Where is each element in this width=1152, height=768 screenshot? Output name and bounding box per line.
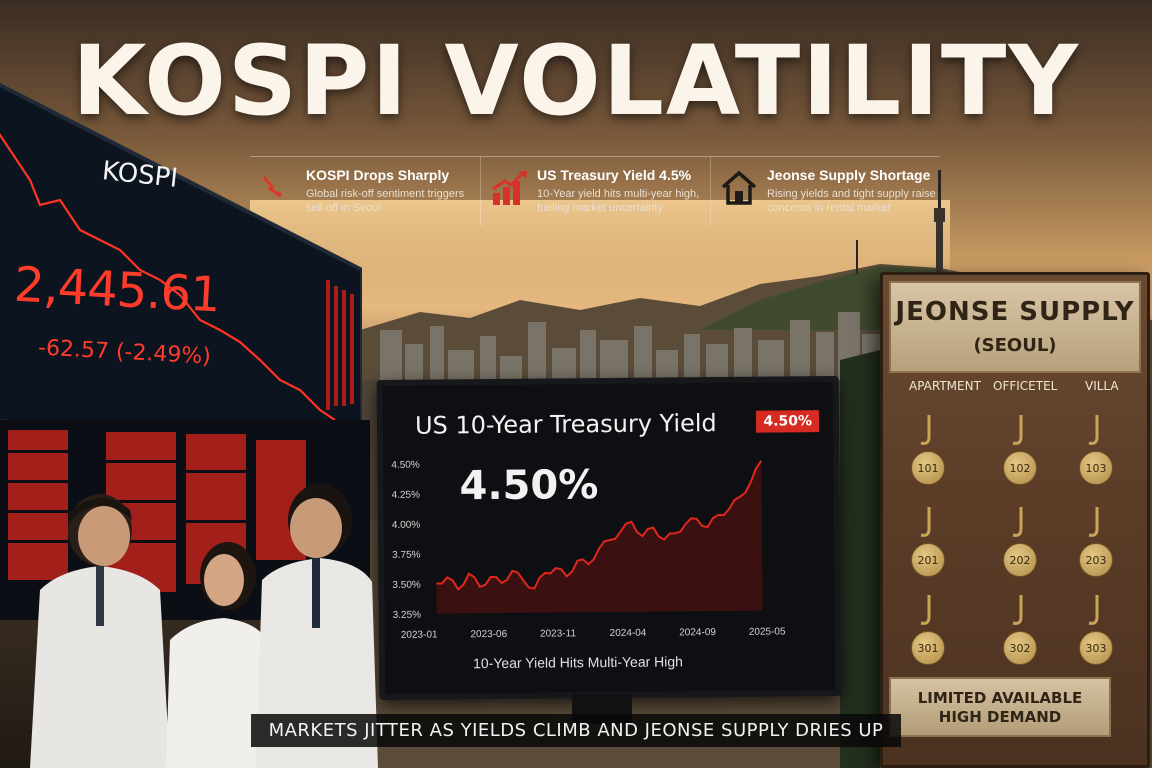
info-jeonse: Jeonse Supply Shortage Rising yields and… — [710, 157, 940, 226]
y-tick-label: 3.75% — [392, 550, 421, 561]
kospi-screen — [0, 82, 362, 455]
key-tag-number: 101 — [911, 451, 945, 485]
jeonse-board: JEONSE SUPPLY (SEOUL) APARTMENT OFFICETE… — [880, 272, 1150, 768]
key-tag-number: 302 — [1003, 631, 1037, 665]
info-kospi-drop: KOSPI Drops Sharply Global risk-off sent… — [250, 157, 480, 226]
hook-icon — [920, 595, 931, 625]
bar-chart-up-icon — [492, 171, 527, 205]
hook-icon — [1088, 507, 1099, 537]
tagline-bar: MARKETS JITTER AS YIELDS CLIMB AND JEONS… — [0, 714, 1152, 750]
x-tick-label: 2023-11 — [540, 628, 576, 639]
kospi-trend-line — [0, 133, 336, 421]
key-tag: 302 — [999, 591, 1043, 671]
info-row: KOSPI Drops Sharply Global risk-off sent… — [250, 156, 940, 226]
y-tick-label: 3.50% — [392, 580, 421, 591]
info-desc: 10-Year yield hits multi-year high, fuel… — [537, 188, 700, 214]
column-apartment: APARTMENT — [909, 379, 981, 393]
info-title: US Treasury Yield 4.5% — [537, 167, 692, 183]
trend-down-icon — [262, 176, 282, 197]
key-tag: 301 — [907, 591, 951, 671]
x-tick-label: 2025-05 — [749, 626, 786, 637]
key-tag: 102 — [999, 411, 1043, 491]
key-tag-number: 201 — [911, 543, 945, 577]
treasury-monitor: 4.50% 4.25% 4.00% 3.75% 3.50% 3.25% 2023-01 202… — [376, 375, 842, 701]
headline: KOSPI VOLATILITY — [72, 25, 1080, 137]
info-title: KOSPI Drops Sharply — [306, 167, 450, 183]
info-desc: Rising yields and tight supply raise con… — [767, 188, 936, 214]
x-tick-label: 2023-06 — [470, 629, 507, 640]
column-officetel: OFFICETEL — [993, 379, 1058, 393]
y-tick-label: 4.50% — [391, 460, 420, 471]
info-desc: Global risk-off sentiment triggers sell-… — [306, 188, 465, 214]
yield-area — [436, 460, 763, 614]
hook-icon — [920, 415, 931, 445]
key-tag-number: 202 — [1003, 543, 1037, 577]
hook-icon — [1012, 507, 1023, 537]
hook-icon — [1012, 595, 1023, 625]
hook-icon — [1088, 415, 1099, 445]
column-villa: VILLA — [1085, 379, 1119, 393]
info-title: Jeonse Supply Shortage — [767, 167, 931, 183]
key-tag-number: 102 — [1003, 451, 1037, 485]
treasury-title: US 10-Year Treasury Yield — [414, 409, 717, 440]
treasury-caption: 10-Year Yield Hits Multi-Year High — [473, 653, 684, 672]
board-subtitle: (SEOUL) — [973, 335, 1057, 356]
key-tag: 103 — [1075, 411, 1119, 491]
footer-line-1: LIMITED AVAILABLE — [917, 689, 1083, 707]
board-header: JEONSE SUPPLY (SEOUL) — [889, 281, 1141, 373]
key-tag: 202 — [999, 503, 1043, 583]
key-tag-number: 103 — [1079, 451, 1113, 485]
key-tag: 303 — [1075, 591, 1119, 671]
x-tick-label: 2024-04 — [610, 628, 647, 639]
key-tag-number: 301 — [911, 631, 945, 665]
footer-line-2: HIGH DEMAND — [938, 708, 1062, 726]
trader-left — [30, 494, 170, 768]
key-tag-number: 303 — [1079, 631, 1113, 665]
hook-icon — [1012, 415, 1023, 445]
yield-chart: 4.50% 4.25% 4.00% 3.75% 3.50% 3.25% 2023-01 202… — [391, 460, 786, 641]
treasury-value: 4.50% — [459, 462, 599, 510]
y-tick-label: 4.00% — [392, 520, 421, 531]
key-tag: 201 — [907, 503, 951, 583]
y-tick-label: 4.25% — [392, 490, 421, 501]
x-tick-label: 2024-09 — [679, 627, 716, 638]
kospi-value: 2,445.61 — [12, 256, 222, 324]
yield-line — [436, 460, 763, 591]
hook-icon — [1088, 595, 1099, 625]
board-footer: LIMITED AVAILABLE HIGH DEMAND — [889, 677, 1111, 737]
tagline-text: MARKETS JITTER AS YIELDS CLIMB AND JEONS… — [250, 714, 902, 747]
treasury-badge: 4.50% — [756, 410, 820, 433]
key-tag: 203 — [1075, 503, 1119, 583]
info-treasury-yield: US Treasury Yield 4.5% 10-Year yield hit… — [480, 157, 710, 226]
y-tick-label: 3.25% — [393, 610, 422, 621]
house-icon — [721, 170, 757, 205]
key-tag: 101 — [907, 411, 951, 491]
hook-icon — [920, 507, 931, 537]
board-title: JEONSE SUPPLY — [895, 297, 1135, 327]
trader-woman — [166, 542, 270, 768]
x-tick-label: 2023-01 — [401, 629, 438, 640]
key-tag-number: 203 — [1079, 543, 1113, 577]
